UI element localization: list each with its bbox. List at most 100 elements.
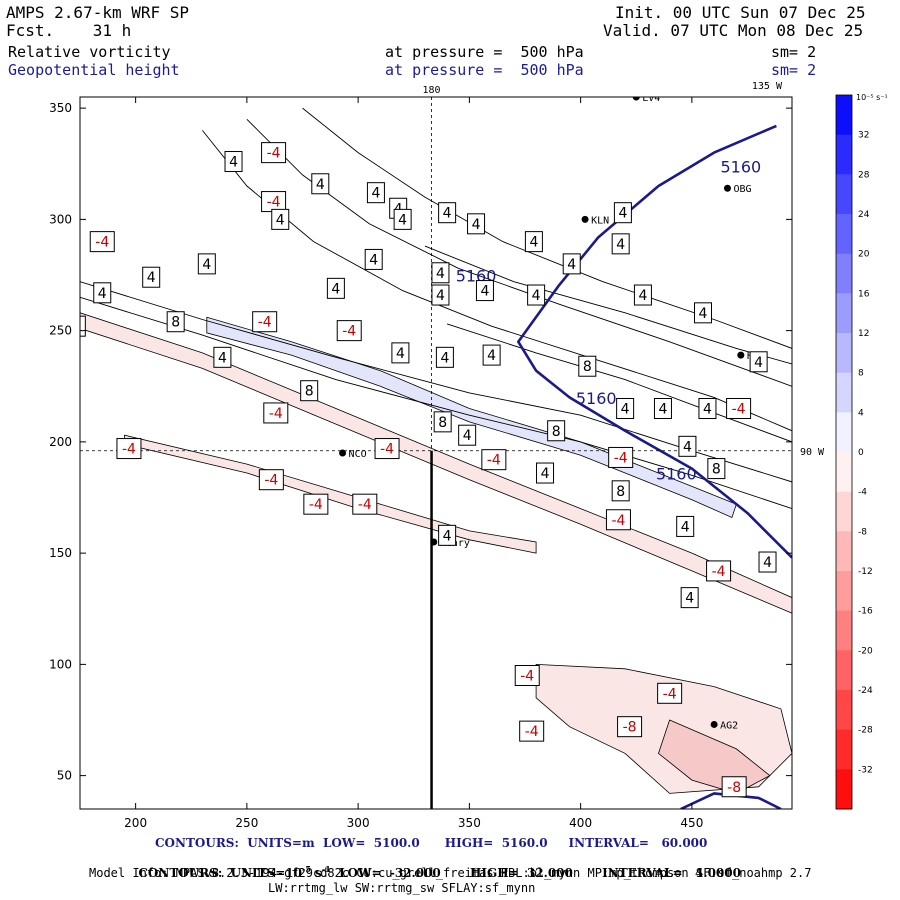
colorbar-label: 32 [858,131,869,141]
contour-label-box [271,208,290,230]
contour-label-box [142,266,161,288]
colorbar-segment [836,372,852,413]
contour-label: 4 [443,206,452,222]
model-title: AMPS 2.67-km WRF SP [6,3,190,22]
vorticity-contour-3 [246,118,792,387]
contour-label-box [261,142,287,164]
y-tick-label: 350 [49,101,72,115]
contour-label-box [758,551,777,573]
contour-label: 4 [440,350,449,366]
contour-label-box [300,380,319,402]
field1-level: at pressure = 500 hPa [385,43,584,61]
contour-label: 4 [616,237,625,253]
x-tick-label: 400 [569,816,592,830]
colorbar-segment [836,531,852,572]
contour-label-box [393,208,412,230]
contour-label-box [431,262,450,284]
x-tick-label: 300 [347,816,370,830]
contour-label: -4 [520,669,534,685]
colorbar-segment [836,333,852,374]
contour-label-box [224,151,243,173]
contour-label: 4 [202,257,211,273]
y-tick-label: 300 [49,212,72,226]
colorbar-segment [836,293,852,334]
contour-label-box [467,213,486,235]
contour-label: 4 [396,346,405,362]
height-contour-5160-0 [516,124,792,559]
vorticity-contour-2 [202,130,792,432]
colorbar-label: 16 [858,289,870,299]
contour-label-box [482,344,501,366]
contour-label: 4 [316,177,325,193]
contour-label: -8 [727,780,741,796]
contour-label-box [431,284,450,306]
contour-label-box [433,411,452,433]
valid-time: Valid. 07 UTC Mon 08 Dec 25 [603,21,864,40]
colorbar-label: -4 [858,488,867,498]
contour-label: -8 [623,720,637,736]
grid-label-135w: 135 W [752,81,783,92]
contour-label-box [608,446,634,468]
y-tick-label: 50 [57,769,72,783]
contour-label: 4 [98,286,107,302]
station-label-ag2: AG2 [720,720,738,731]
contour-label: -4 [487,453,501,469]
contour-label: -4 [663,686,677,702]
colorbar-unit: 10⁻⁵ s⁻¹ [856,93,888,102]
contour-label: 4 [218,350,227,366]
axes-layer: 200 250 300 350 400 450 50 100 150 200 250 300 350 [49,97,792,830]
contour-label: 4 [472,217,481,233]
contour-label-box [213,346,232,368]
x-tick-label: 350 [458,816,481,830]
footer-vort-range: LOW= -32.000 HIGH= 32.000 INTERVAL= 4.00… [330,866,741,880]
colorbar-segment [836,769,852,810]
station-label-kln: KLN [591,215,609,226]
contour-label: 4 [763,555,772,571]
contour-label-box [481,449,507,471]
colorbar-segment [836,571,852,612]
x-tick-label: 450 [680,816,703,830]
grid-label-90w: 90 W [800,447,825,458]
contour-label-box [303,493,329,515]
contour-label-box [678,435,697,457]
contour-label-box [475,280,494,302]
contour-label: 4 [529,235,538,251]
vorticity-contour-1 [80,296,792,510]
colorbar-label: -12 [858,567,873,577]
contour-label-box [653,398,672,419]
contour-label-box [706,560,732,582]
field1-name: Relative vorticity [8,43,171,61]
colorbar-frame [835,94,853,810]
contour-label-box [438,202,457,224]
contour-label: 4 [369,252,378,268]
footer-model-info-2: LW:rrtmg_lw SW:rrtmg_sw SFLAY:sf_mynn [268,881,536,895]
field1-smoothing: sm= 2 [771,43,817,61]
colorbar-segment [836,95,852,136]
contour-label: 4 [685,591,694,607]
field2-level: at pressure = 500 hPa [385,61,584,79]
contour-label: -4 [712,564,726,580]
contour-label: 4 [638,288,647,304]
colorbar-label: 28 [858,170,870,180]
colorbar-segment [836,491,852,532]
station-marker-henry [430,538,438,546]
footer-height-contours: CONTOURS: UNITS=m LOW= 5100.0 HIGH= 5160… [155,836,708,850]
y-tick-label: 150 [49,546,72,560]
contour-label-box [547,420,566,442]
contour-label: 4 [658,402,667,418]
contour-label-box [721,776,747,798]
contour-label-box [336,320,362,342]
vorticity-contour-6 [446,323,792,443]
contour-label-box [374,438,400,460]
field2-name: Geopotential height [8,61,180,79]
contour-label-box [616,398,635,419]
vorticity-shading-layer [80,312,792,794]
contour-label-box [617,716,643,738]
lat-lon-grid-layer [80,97,792,809]
colorbar-segment [836,214,852,255]
contour-label: 8 [171,315,180,331]
contour-label: 4 [398,212,407,228]
contour-label-box [352,493,378,515]
station-marker-nco [339,449,347,457]
